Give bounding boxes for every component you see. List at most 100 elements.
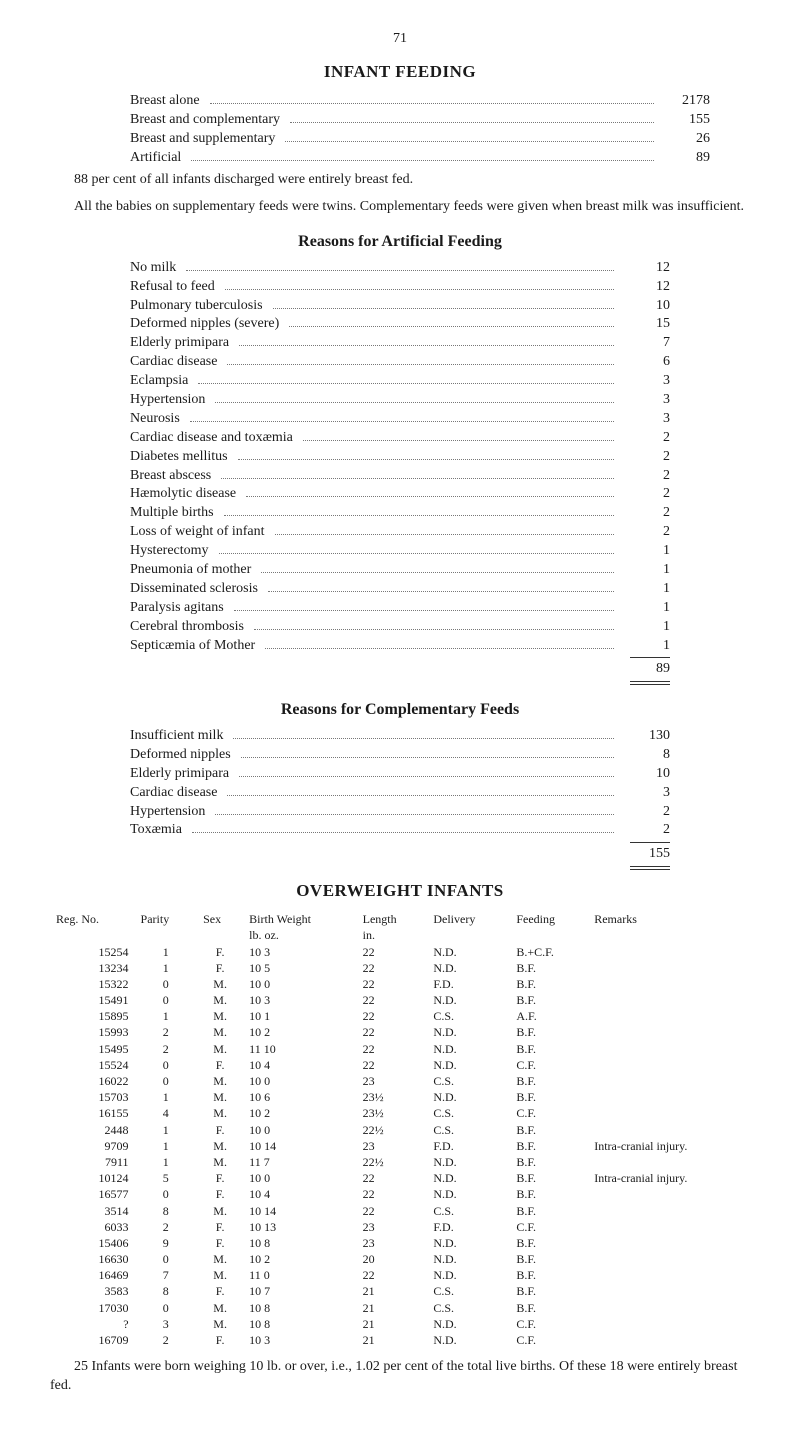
ow-row: 101245F.10 022N.D.B.F.Intra-cranial inju… xyxy=(50,1170,750,1186)
ow-cell: 10124 xyxy=(50,1170,135,1186)
ow-cell: N.D. xyxy=(427,1251,510,1267)
ow-row: 60332F.10 1323F.D.C.F. xyxy=(50,1219,750,1235)
ow-cell: C.F. xyxy=(510,1332,588,1348)
artificial-row: Neurosis3 xyxy=(130,410,670,429)
leader-dots xyxy=(198,373,614,385)
ow-cell: 10 0 xyxy=(243,1122,356,1138)
artificial-value: 1 xyxy=(620,637,670,656)
ow-cell: 15495 xyxy=(50,1041,135,1057)
ow-row: 170300M.10 821C.S.B.F. xyxy=(50,1300,750,1316)
leader-dots xyxy=(268,580,614,592)
complementary-label: Deformed nipples xyxy=(130,746,235,765)
ow-cell: 5 xyxy=(135,1170,198,1186)
ow-cell: C.F. xyxy=(510,1219,588,1235)
ow-cell: 1 xyxy=(135,1154,198,1170)
artificial-value: 1 xyxy=(620,542,670,561)
ow-cell: 0 xyxy=(135,992,198,1008)
ow-row: 158951M.10 122C.S.A.F. xyxy=(50,1008,750,1024)
leader-dots xyxy=(215,392,614,404)
ow-cell: 2 xyxy=(135,1024,198,1040)
artificial-row: Refusal to feed12 xyxy=(130,278,670,297)
ow-cell: 2 xyxy=(135,1219,198,1235)
ow-cell: 23 xyxy=(357,1219,428,1235)
ow-cell xyxy=(588,1332,750,1348)
artificial-label: Neurosis xyxy=(130,410,184,429)
leader-dots xyxy=(190,410,614,422)
leader-dots xyxy=(246,486,614,498)
ow-cell: 10 8 xyxy=(243,1300,356,1316)
artificial-label: Septicæmia of Mother xyxy=(130,637,259,656)
ow-cell: M. xyxy=(197,1267,243,1283)
ow-cell: 22 xyxy=(357,1057,428,1073)
ow-row: 155240F.10 422N.D.C.F. xyxy=(50,1057,750,1073)
ow-cell: 20 xyxy=(357,1251,428,1267)
artificial-row: No milk12 xyxy=(130,259,670,278)
artificial-value: 7 xyxy=(620,334,670,353)
ow-cell xyxy=(588,1024,750,1040)
artificial-value: 6 xyxy=(620,353,670,372)
ow-cell xyxy=(588,976,750,992)
ow-cell: 23 xyxy=(357,1073,428,1089)
artificial-value: 12 xyxy=(620,278,670,297)
complementary-list: Insufficient milk130Deformed nipples8Eld… xyxy=(130,727,670,840)
ow-row: 152541F.10 322N.D.B.+C.F. xyxy=(50,944,750,960)
ow-cell: F. xyxy=(197,1170,243,1186)
ow-row: 165770F.10 422N.D.B.F. xyxy=(50,1186,750,1202)
artificial-value: 2 xyxy=(620,429,670,448)
complementary-row: Toxæmia2 xyxy=(130,821,670,840)
ow-cell: 1 xyxy=(135,1138,198,1154)
ow-cell: N.D. xyxy=(427,960,510,976)
ow-cell: F. xyxy=(197,1186,243,1202)
ow-cell: 0 xyxy=(135,1186,198,1202)
ow-cell xyxy=(588,1203,750,1219)
ow-cell: 1 xyxy=(135,1008,198,1024)
ow-cell: B.F. xyxy=(510,1122,588,1138)
artificial-label: Hysterectomy xyxy=(130,542,213,561)
ow-cell xyxy=(588,1057,750,1073)
artificial-label: No milk xyxy=(130,259,180,278)
complementary-row: Elderly primipara10 xyxy=(130,765,670,784)
ow-row: 157031M.10 623½N.D.B.F. xyxy=(50,1089,750,1105)
leader-dots xyxy=(192,822,614,834)
ow-cell: F. xyxy=(197,944,243,960)
complementary-value: 10 xyxy=(620,765,670,784)
ow-cell: 21 xyxy=(357,1283,428,1299)
complementary-label: Toxæmia xyxy=(130,821,186,840)
ow-cell: M. xyxy=(197,1203,243,1219)
artificial-label: Disseminated sclerosis xyxy=(130,580,262,599)
ow-cell: C.S. xyxy=(427,1008,510,1024)
ow-cell: 21 xyxy=(357,1332,428,1348)
infant-feeding-value: 26 xyxy=(660,130,710,149)
ow-row: 132341F.10 522N.D.B.F. xyxy=(50,960,750,976)
artificial-total: 89 xyxy=(620,660,670,679)
ow-cell: 10 0 xyxy=(243,1073,356,1089)
ow-cell xyxy=(588,1267,750,1283)
ow-cell: F. xyxy=(197,1235,243,1251)
ow-cell: Intra-cranial injury. xyxy=(588,1138,750,1154)
ow-cell: C.F. xyxy=(510,1316,588,1332)
leader-dots xyxy=(238,448,614,460)
ow-cell: 3583 xyxy=(50,1283,135,1299)
ow-cell: M. xyxy=(197,1154,243,1170)
artificial-row: Pulmonary tuberculosis10 xyxy=(130,297,670,316)
ow-cell: 22 xyxy=(357,1024,428,1040)
ow-cell xyxy=(588,960,750,976)
ow-cell: 15254 xyxy=(50,944,135,960)
ow-cell: C.F. xyxy=(510,1105,588,1121)
ow-cell: 21 xyxy=(357,1300,428,1316)
ow-cell: M. xyxy=(197,992,243,1008)
infant-feeding-row: Breast alone2178 xyxy=(130,92,710,111)
ow-cell: B.F. xyxy=(510,1283,588,1299)
ow-cell: 23 xyxy=(357,1235,428,1251)
artificial-row: Hysterectomy 1 xyxy=(130,542,670,561)
ow-cell: C.S. xyxy=(427,1122,510,1138)
ow-cell: 11 10 xyxy=(243,1041,356,1057)
ow-cell xyxy=(588,1122,750,1138)
ow-cell: M. xyxy=(197,1105,243,1121)
ow-cell: N.D. xyxy=(427,1170,510,1186)
infant-feeding-para1: 88 per cent of all infants discharged we… xyxy=(50,171,750,190)
ow-cell: F.D. xyxy=(427,1138,510,1154)
ow-row: 167092F.10 321N.D.C.F. xyxy=(50,1332,750,1348)
ow-row: 79111M.11 722½N.D.B.F. xyxy=(50,1154,750,1170)
ow-cell: N.D. xyxy=(427,1332,510,1348)
